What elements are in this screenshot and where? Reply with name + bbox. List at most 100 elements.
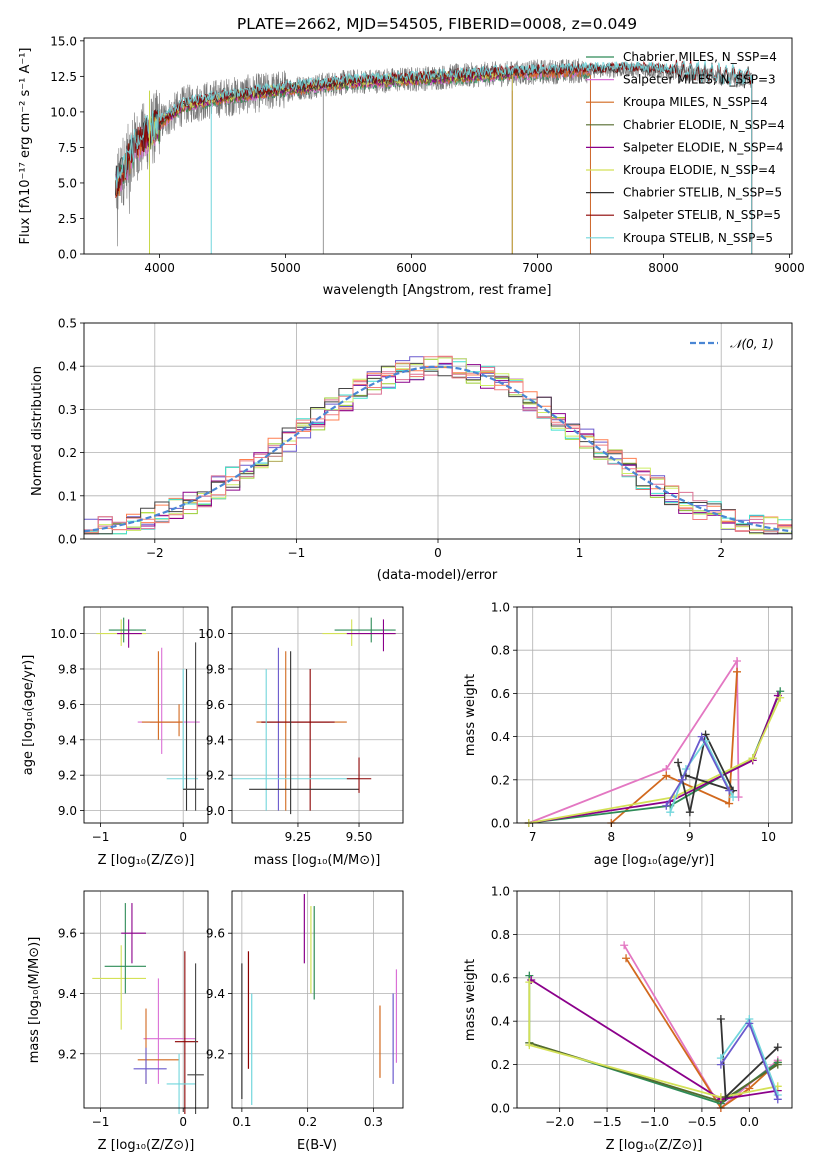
age-vs-mass-grid [232, 607, 403, 823]
age-vs-z-axes-frame [83, 606, 209, 824]
figure-title: PLATE=2662, MJD=54505, FIBERID=0008, z=0… [237, 15, 637, 33]
y-tick-label: 0.0 [491, 1102, 510, 1116]
spectrum-ticks: 4000 5000 6000 7000 8000 9000 0.0 2.5 5.0 7.5 10.0… [50, 34, 804, 275]
weight-vs-z-x-label: Z [log₁₀(Z/Z⊙)] [606, 1138, 703, 1153]
age-vs-mass-plot-area [232, 617, 396, 815]
x-tick-label: 10 [761, 830, 776, 844]
weight-age-marker [725, 799, 734, 808]
mass-vs-z-x-label: Z [log₁₀(Z/Z⊙)] [98, 1138, 195, 1153]
weight-z-marker [721, 1093, 730, 1102]
y-tick-label: 10.0 [50, 105, 77, 119]
x-tick-label: 0.0 [740, 1115, 759, 1129]
y-tick-label: 10.0 [50, 627, 77, 641]
age-vs-z-grid [84, 607, 208, 823]
weight-z-marker [525, 978, 534, 987]
weight-vs-z-panel: −2.0 −1.5 −1.0 −0.5 0.0 0.0 0.2 0.4 0.6 0.8 1.0 Z … [463, 885, 793, 1153]
y-tick-label: 0.3 [58, 403, 77, 417]
weight-age-marker [685, 808, 694, 817]
weight-age-marker [748, 754, 757, 763]
y-tick-label: 0.1 [58, 489, 77, 503]
legend-label-9: Kroupa STELIB, N_SSP=5 [623, 231, 773, 245]
y-tick-label: 0.0 [58, 533, 77, 547]
age-vs-z-ticks: −1 0 9.0 9.2 9.4 9.6 9.8 10.0 [50, 627, 187, 844]
x-tick-label: 0 [179, 830, 187, 844]
residual-histogram-9 [84, 355, 792, 533]
y-tick-label: 0.5 [58, 317, 77, 331]
x-tick-label: 9.25 [285, 830, 312, 844]
weight-vs-age-plot-area [524, 657, 785, 827]
weight-age-marker [733, 657, 741, 665]
weight-z-marker [716, 1015, 725, 1024]
mass-vs-ebv-panel: 0.1 0.2 0.3 9.2 9.4 9.6 E(B-V) [206, 890, 404, 1153]
y-tick-label: 0.4 [58, 360, 77, 374]
residuals-plot-area [84, 355, 792, 535]
spectrum-x-label: wavelength [Angstrom, rest frame] [323, 283, 552, 298]
x-tick-label: −1 [92, 1115, 110, 1129]
y-tick-label: 10.0 [198, 627, 225, 641]
x-tick-label: 7 [529, 830, 537, 844]
weight-vs-age-y-label: mass weight [463, 674, 478, 756]
age-vs-z-y-label: age [log₁₀(age/yr)] [21, 655, 36, 776]
y-tick-label: 9.2 [206, 769, 225, 783]
y-tick-label: 9.0 [58, 804, 77, 818]
y-tick-label: 0.4 [491, 730, 510, 744]
weight-z-series-6 [528, 982, 778, 1099]
y-tick-label: 15.0 [50, 34, 77, 48]
x-tick-label: 1 [576, 546, 584, 560]
weight-z-marker [525, 1041, 534, 1050]
weight-z-marker [622, 954, 631, 963]
residuals-ticks: −2 −1 0 1 2 0.0 0.1 0.2 0.3 0.4 0.5 [58, 317, 725, 561]
y-tick-label: 9.2 [206, 1047, 225, 1061]
weight-age-marker [729, 793, 738, 802]
y-tick-label: 0.4 [491, 1015, 510, 1029]
x-tick-label: 8000 [648, 261, 679, 275]
x-tick-label: 2 [717, 546, 725, 560]
y-tick-label: 0.6 [491, 687, 510, 701]
x-tick-label: 9000 [774, 261, 805, 275]
residuals-x-label: (data-model)/error [377, 568, 498, 583]
weight-age-marker [662, 801, 671, 810]
y-tick-label: 0.2 [491, 773, 510, 787]
x-tick-label: 0 [434, 546, 442, 560]
y-tick-label: 0.2 [491, 1058, 510, 1072]
y-tick-label: 2.5 [58, 212, 77, 226]
legend-label-3: Kroupa MILES, N_SSP=4 [623, 95, 768, 109]
x-tick-label: −1 [92, 830, 110, 844]
weight-age-series-5 [528, 697, 782, 824]
age-vs-mass-ticks: 9.25 9.50 9.0 9.2 9.4 9.6 9.8 10.0 [198, 627, 372, 844]
y-tick-label: 1.0 [491, 601, 510, 615]
weight-age-series-8 [665, 734, 730, 807]
y-tick-label: 7.5 [58, 141, 77, 155]
mass-vs-ebv-grid [232, 891, 403, 1108]
mass-vs-z-plot-area [92, 903, 204, 1115]
weight-vs-z-y-label: mass weight [463, 959, 478, 1041]
legend-label-1: Chabrier MILES, N_SSP=4 [623, 50, 777, 64]
weight-age-series-7 [669, 739, 734, 813]
y-tick-label: 1.0 [491, 885, 510, 899]
y-tick-label: 9.2 [58, 769, 77, 783]
residuals-legend: 𝒩(0, 1) [690, 337, 774, 351]
weight-age-marker [666, 808, 675, 817]
x-tick-label: 6000 [396, 261, 427, 275]
x-tick-label: 9 [686, 830, 694, 844]
y-tick-label: 0.8 [491, 928, 510, 942]
x-tick-label: −0.5 [687, 1115, 716, 1129]
weight-age-marker [697, 732, 706, 741]
weight-age-marker [678, 775, 686, 784]
normal-dist-legend-label: 𝒩(0, 1) [730, 337, 774, 351]
legend-label-5: Salpeter ELODIE, N_SSP=4 [623, 140, 784, 154]
model-spectrum-3 [115, 66, 591, 198]
residuals-y-label: Normed distribution [30, 366, 45, 496]
weight-age-series-1 [528, 658, 740, 824]
y-tick-label: 0.6 [491, 971, 510, 985]
age-vs-mass-axes-frame [231, 606, 404, 824]
weight-vs-z-grid [517, 890, 792, 1109]
age-vs-z-panel: −1 0 9.0 9.2 9.4 9.6 9.8 10.0 Z [log₁₀(Z/Z⊙)] a… [21, 606, 209, 868]
y-tick-label: 9.4 [206, 987, 225, 1001]
y-tick-label: 9.6 [206, 698, 225, 712]
spectrum-axes-frame [83, 37, 793, 255]
y-tick-label: 5.0 [58, 176, 77, 190]
x-tick-label: 0.2 [298, 1115, 317, 1129]
y-tick-label: 9.4 [206, 733, 225, 747]
